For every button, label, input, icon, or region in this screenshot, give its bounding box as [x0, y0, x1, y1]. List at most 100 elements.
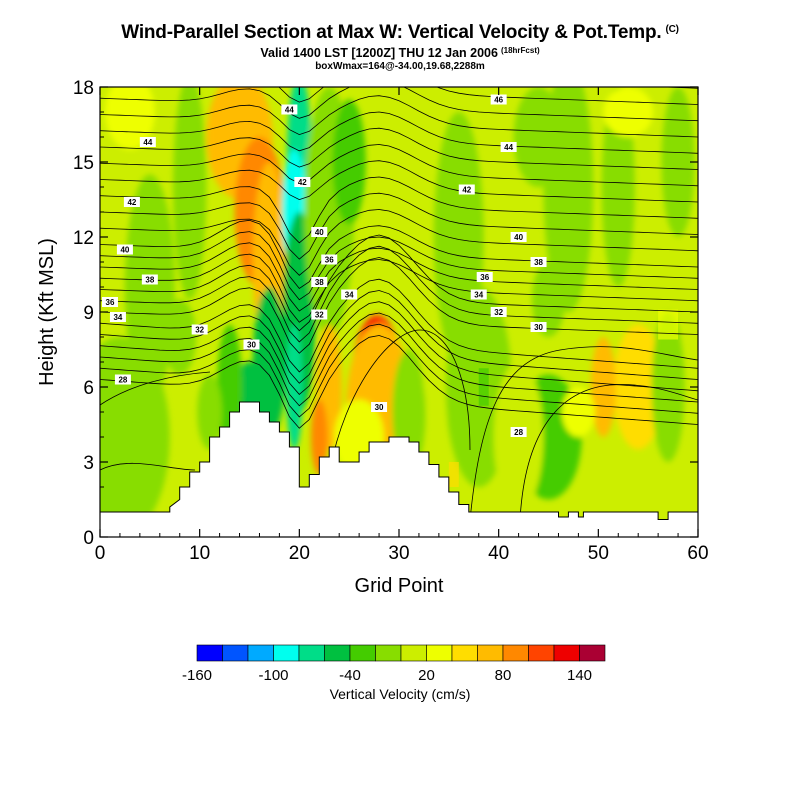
contour-label-text: 28 [118, 376, 127, 385]
theta-contour [100, 219, 698, 290]
chart-title: Wind-Parallel Section at Max W: Vertical… [0, 22, 800, 44]
contour-label: 38 [141, 274, 158, 285]
contour-label-bg [191, 324, 208, 335]
theta-contour [100, 301, 698, 395]
contour-label-text: 30 [247, 341, 256, 350]
theta-contour [100, 245, 698, 343]
contour-label: 42 [294, 177, 311, 187]
contour-label: 32 [191, 324, 208, 335]
contour-label: 40 [311, 227, 328, 237]
contour-label: 36 [321, 254, 338, 265]
title-mark: (C) [665, 24, 679, 35]
x-axis: 0 10 20 30 40 50 60 [95, 87, 709, 564]
subtitle-mark: (18hrFcst) [500, 46, 540, 55]
contour-label-bg [341, 289, 358, 300]
chart-subtitle-text: Valid 1400 LST [1200Z] THU 12 Jan 2006 [260, 46, 498, 60]
contour-label-bg [243, 339, 260, 350]
colorbar-swatch [400, 644, 427, 662]
plot-area: 28 36 34 40 42 44 38 32 30 44 42 40 36 38 32 34 30 46 44 42… [99, 15, 699, 538]
field-blob [661, 87, 695, 237]
contour-label-text: 32 [195, 326, 204, 335]
contour-label-bg [490, 94, 507, 105]
contour-label-text: 42 [127, 198, 136, 207]
theta-contour [100, 192, 698, 260]
theta-contour [100, 31, 698, 72]
contour-label: 40 [510, 232, 527, 242]
contour-label: 38 [530, 257, 547, 267]
contour-label-text: 36 [480, 273, 489, 282]
x-tick-label: 40 [488, 543, 509, 564]
chart-subtitle-2: boxWmax=164@-34.00,19.68,2288m [315, 61, 485, 72]
contour-label-text: 34 [113, 313, 122, 322]
colorbar-tick-label: -160 [182, 667, 212, 684]
contour-label-bg [490, 307, 507, 317]
contour-label: 32 [311, 309, 328, 320]
colorbar-swatch [579, 644, 606, 662]
contour-label: 38 [311, 277, 328, 287]
colorbar-swatch [349, 644, 376, 662]
field-cell [658, 309, 679, 340]
theta-contour [100, 15, 698, 56]
theta-contour [100, 234, 698, 332]
contour-label: 42 [123, 197, 140, 207]
x-tick-label: 60 [687, 543, 708, 564]
contour-label-bg [510, 232, 527, 242]
contour-label-text: 44 [504, 143, 513, 152]
theta-contour-low [519, 384, 698, 521]
colorbar-tick-label: -40 [339, 667, 361, 684]
theta-contour-low [100, 371, 211, 406]
colorbar-tick-label: 140 [567, 667, 592, 684]
contour-label-text: 46 [494, 96, 503, 105]
field-blob [310, 399, 328, 475]
contour-label: 44 [139, 137, 156, 147]
field-blob [286, 324, 303, 450]
y-tick-label: 18 [73, 78, 94, 99]
theta-contour-low [100, 462, 196, 471]
colorbar-tick-label: 20 [418, 667, 435, 684]
colorbar-swatch [553, 644, 580, 662]
contour-label: 34 [109, 312, 126, 322]
contour-label-text: 34 [474, 291, 483, 300]
contour-label-bg [458, 184, 475, 195]
contour-label: 34 [341, 289, 358, 300]
field-blob [603, 87, 654, 137]
contour-label-text: 40 [514, 233, 523, 242]
theta-contour [100, 335, 698, 429]
contour-label-bg [116, 244, 133, 255]
contour-label: 28 [114, 374, 131, 385]
contour-label-text: 38 [315, 278, 324, 287]
colorbar-swatch [298, 644, 325, 662]
theta-contour [654, 87, 698, 89]
contour-label-bg [311, 227, 328, 237]
theta-contour [100, 312, 698, 407]
contour-label-bg [476, 272, 493, 282]
field-blob [163, 299, 197, 375]
contour-label-text: 40 [315, 228, 324, 237]
contour-label-text: 32 [494, 308, 503, 317]
contour-label: 34 [470, 289, 487, 300]
contour-label-bg [470, 289, 487, 300]
theta-contour [100, 253, 698, 323]
contour-label: 30 [243, 339, 260, 350]
colorbar-tick-label: 80 [495, 667, 512, 684]
theta-contour-low [329, 329, 471, 471]
contour-label-text: 38 [534, 258, 543, 267]
colorbar: -160 -100 -40 20 80 140 [182, 644, 606, 684]
contour-label-bg [281, 104, 298, 115]
contour-label: 32 [490, 307, 507, 317]
y-tick-label: 12 [73, 228, 94, 249]
x-tick-label: 0 [95, 543, 106, 564]
theta-contours [100, 15, 698, 521]
x-tick-label: 30 [388, 543, 409, 564]
colorbar-swatch [324, 644, 351, 662]
theta-contour [100, 176, 698, 244]
contour-label-bg [530, 257, 547, 267]
chart-subtitle: Valid 1400 LST [1200Z] THU 12 Jan 2006 (1… [0, 46, 800, 60]
theta-contour [100, 144, 698, 187]
colorbar-swatch [451, 644, 478, 662]
contour-label-bg [114, 374, 131, 385]
x-tick-label: 50 [588, 543, 609, 564]
contour-label-text: 42 [462, 186, 471, 195]
contour-label-bg [311, 277, 328, 287]
